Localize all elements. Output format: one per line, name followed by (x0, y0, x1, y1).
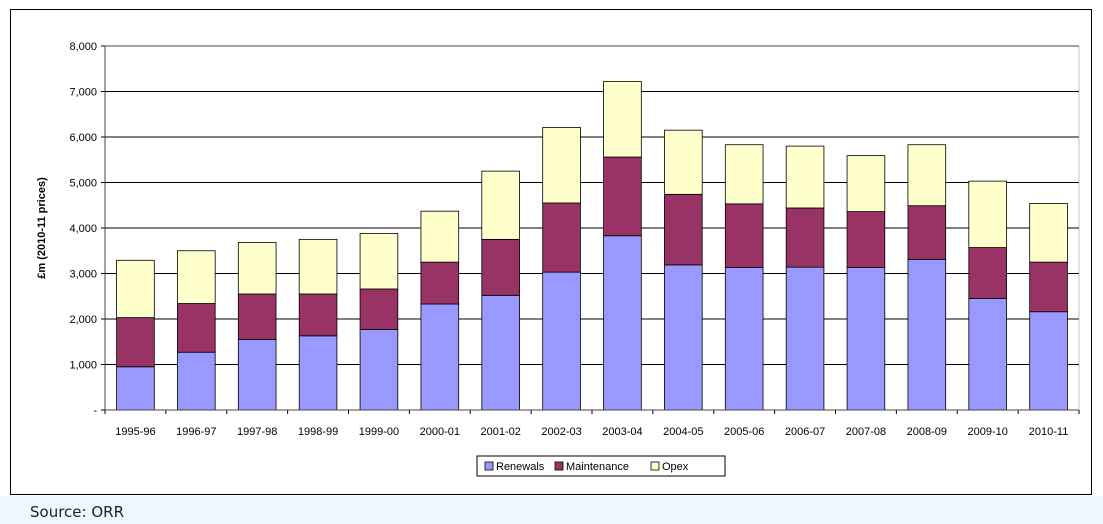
bar-maintenance-2008-09 (907, 205, 947, 260)
x-tick-label-1998-99: 1998-99 (298, 426, 338, 438)
caption-band (0, 496, 1103, 524)
x-tick-label-2010-11: 2010-11 (1029, 426, 1069, 438)
bar-maintenance-2004-05 (664, 193, 703, 266)
bar-opex-2001-02 (481, 170, 520, 240)
stacked-bar-chart: - 1,000 2,000 3,000 4,000 5,000 6,000 7,000 8,00… (36, 41, 1080, 477)
bar-maintenance-2007-08 (846, 211, 886, 268)
bar-renewals-2004-05 (664, 264, 703, 411)
bar-opex-2005-06 (724, 144, 764, 205)
bar-maintenance-2010-11 (1029, 261, 1068, 313)
x-tick-label-1995-96: 1995-96 (115, 426, 155, 438)
x-tick-label-1999-00: 1999-00 (359, 426, 399, 438)
bar-renewals-2008-09 (907, 258, 947, 411)
legend-label-opex: Opex (662, 461, 689, 473)
legend-box (476, 455, 726, 477)
bar-renewals-2000-01 (420, 303, 460, 411)
bar-maintenance-2002-03 (542, 202, 581, 273)
legend: Renewals Maintenance Opex (476, 455, 726, 477)
bar-renewals-2006-07 (785, 266, 825, 411)
bar-opex-2010-11 (1029, 203, 1068, 263)
x-tick-label-1996-97: 1996-97 (176, 426, 216, 438)
bar-maintenance-1995-96 (116, 317, 155, 368)
bar-renewals-2007-08 (846, 267, 886, 411)
y-tick-label-3000: 3,000 (69, 269, 97, 281)
bar-opex-1998-99 (298, 238, 338, 295)
x-tick-label-2008-09: 2008-09 (907, 426, 947, 438)
bar-maintenance-2000-01 (420, 261, 460, 305)
x-tick-label-2002-03: 2002-03 (541, 426, 581, 438)
bar-renewals-1999-00 (359, 329, 399, 411)
bar-renewals-2009-10 (968, 298, 1007, 411)
bar-opex-1999-00 (359, 233, 399, 290)
bar-opex-2002-03 (542, 127, 581, 204)
x-tick-label-2006-07: 2006-07 (785, 426, 825, 438)
source-note: Source: ORR (30, 503, 124, 521)
bar-opex-2004-05 (664, 129, 703, 195)
x-tick-label-2000-01: 2000-01 (420, 426, 460, 438)
bar-maintenance-2009-10 (968, 247, 1007, 299)
bar-opex-1995-96 (116, 259, 155, 319)
bar-renewals-1996-97 (177, 351, 216, 411)
chart-frame: - 1,000 2,000 3,000 4,000 5,000 6,000 7,000 8,00… (10, 9, 1092, 495)
bar-maintenance-1999-00 (359, 288, 399, 330)
bar-opex-2007-08 (846, 155, 886, 213)
bar-renewals-1998-99 (298, 335, 338, 411)
bar-renewals-1997-98 (237, 339, 277, 411)
bar-renewals-2010-11 (1029, 311, 1068, 411)
axes (104, 45, 1080, 411)
bar-maintenance-2006-07 (785, 207, 825, 268)
x-tick-label-1997-98: 1997-98 (237, 426, 277, 438)
bar-opex-2000-01 (420, 210, 460, 263)
bar-opex-2003-04 (603, 81, 642, 158)
bar-opex-2006-07 (785, 145, 825, 209)
bar-maintenance-2003-04 (603, 156, 642, 237)
bar-renewals-2005-06 (724, 267, 764, 411)
y-tick-label-8000: 8,000 (69, 41, 97, 53)
y-axis-tick-labels: - 1,000 2,000 3,000 4,000 5,000 6,000 7,000 8,00… (69, 41, 97, 417)
bar-renewals-2002-03 (542, 271, 581, 411)
plot-area-border (104, 45, 1080, 411)
legend-swatch-renewals (484, 461, 494, 471)
bar-maintenance-1996-97 (177, 303, 216, 353)
bar-maintenance-2001-02 (481, 238, 520, 296)
x-tick-label-2003-04: 2003-04 (602, 426, 642, 438)
y-tick-label-7000: 7,000 (69, 87, 97, 99)
x-axis-tick-labels: 1995-96 1996-97 1997-98 1998-99 1999-00 2000-… (104, 410, 1080, 438)
x-tick-label-2007-08: 2007-08 (846, 426, 886, 438)
legend-label-maintenance: Maintenance (566, 461, 629, 473)
bar-maintenance-1998-99 (298, 293, 338, 337)
bar-opex-1997-98 (237, 242, 277, 295)
bar-maintenance-2005-06 (724, 203, 764, 268)
y-tick-label-2000: 2,000 (69, 314, 97, 326)
y-tick-label-0: - (93, 405, 97, 417)
x-tick-label-2009-10: 2009-10 (968, 426, 1008, 438)
bar-renewals-2001-02 (481, 294, 520, 411)
y-tick-label-6000: 6,000 (69, 132, 97, 144)
y-axis-label: £m (2010-11 prices) (36, 177, 48, 279)
x-tick-label-2001-02: 2001-02 (481, 426, 521, 438)
bar-opex-2009-10 (968, 180, 1007, 248)
bar-maintenance-1997-98 (237, 293, 277, 340)
legend-swatch-opex (650, 461, 660, 471)
legend-label-renewals: Renewals (496, 461, 545, 473)
bar-opex-1996-97 (177, 250, 216, 304)
bar-opex-2008-09 (907, 144, 947, 207)
bar-renewals-1995-96 (116, 366, 155, 411)
y-tick-label-4000: 4,000 (69, 223, 97, 235)
x-tick-label-2004-05: 2004-05 (663, 426, 703, 438)
bar-renewals-2003-04 (603, 235, 642, 411)
y-tick-label-1000: 1,000 (69, 360, 97, 372)
y-tick-label-5000: 5,000 (69, 178, 97, 190)
bars (116, 81, 1068, 411)
x-tick-label-2005-06: 2005-06 (724, 426, 764, 438)
legend-swatch-maintenance (554, 461, 564, 471)
